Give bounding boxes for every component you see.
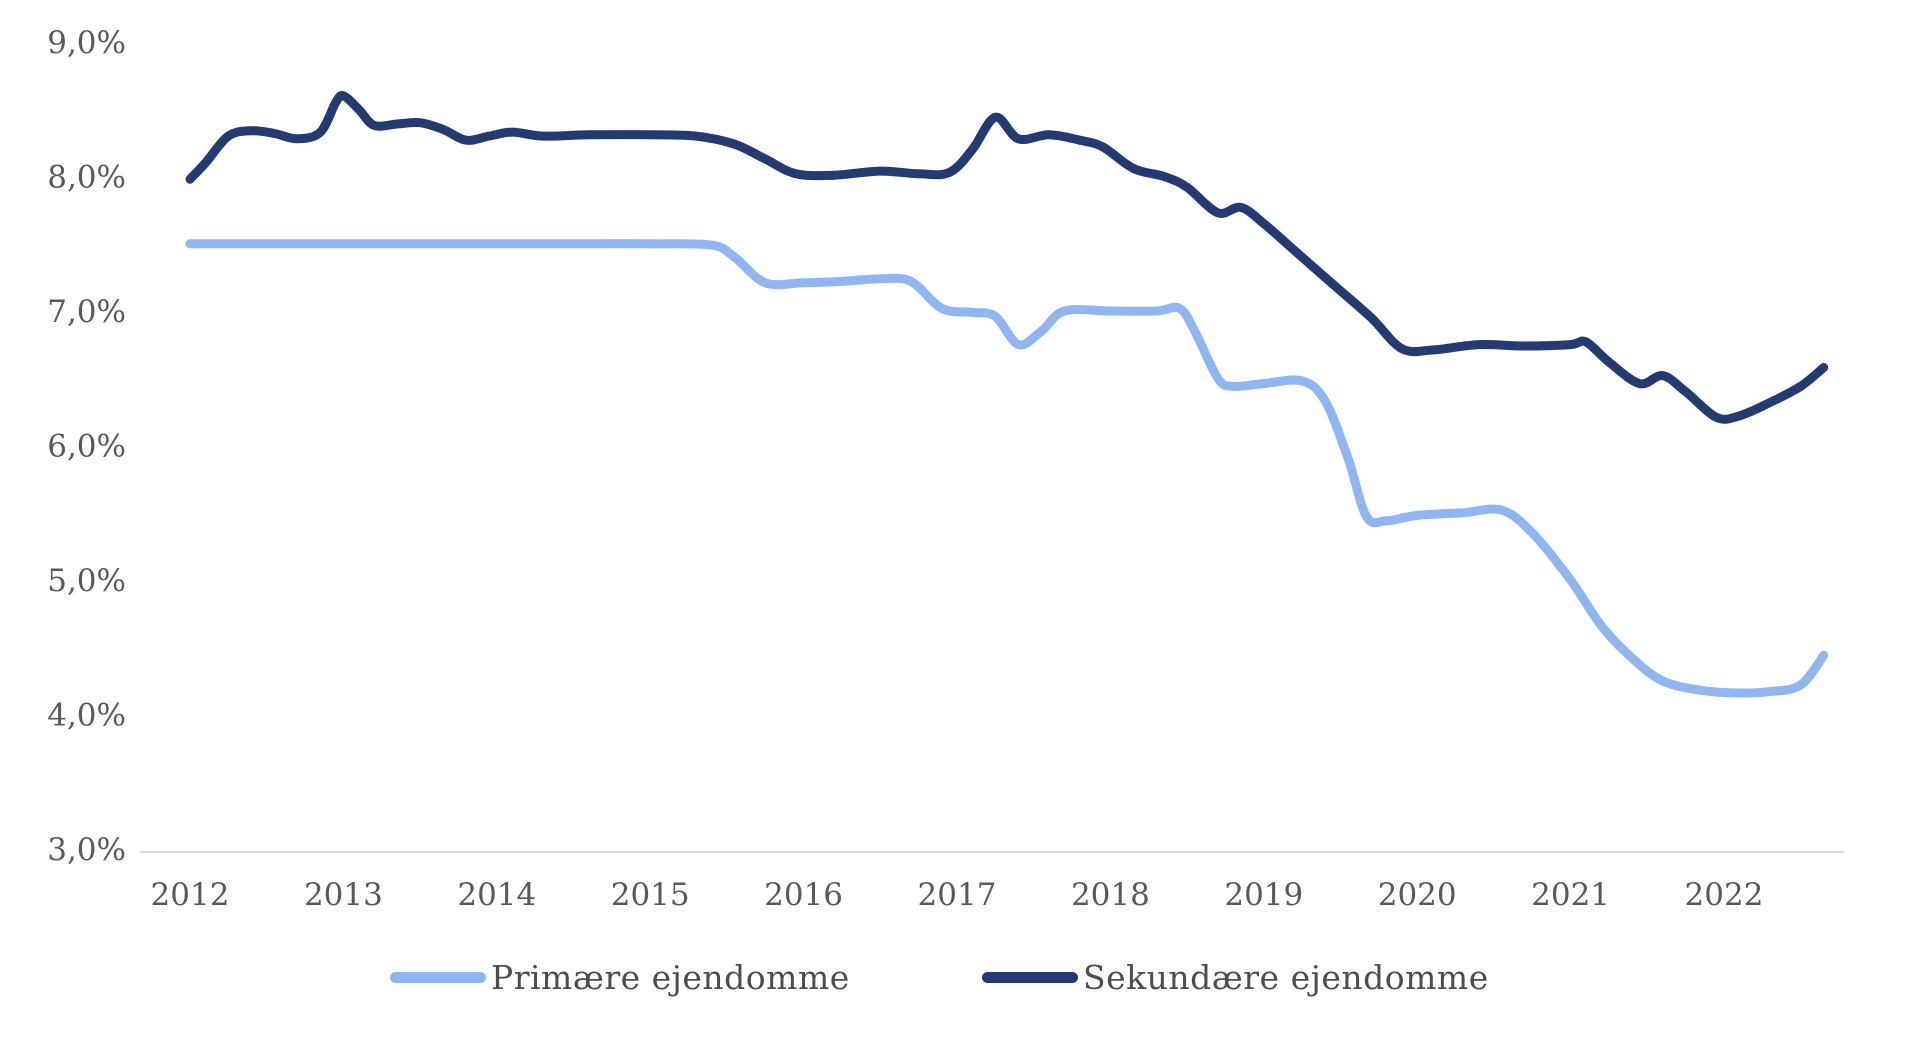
series-line-primary	[185, 239, 1829, 698]
legend: Primære ejendomme Sekundære ejendomme	[0, 952, 1920, 1002]
x-tick-label: 2022	[1685, 877, 1764, 913]
legend-swatch-secondary-line	[982, 971, 1078, 983]
y-tick-label: 8,0%	[47, 160, 126, 196]
x-tick-label: 2013	[304, 877, 383, 913]
y-tick-label: 5,0%	[47, 563, 126, 599]
y-tick-label: 6,0%	[47, 429, 126, 465]
x-tick-label: 2015	[611, 877, 690, 913]
y-tick-label: 3,0%	[47, 832, 126, 868]
x-tick-label: 2020	[1378, 877, 1457, 913]
y-tick-label: 4,0%	[47, 698, 126, 734]
series-line-secondary	[185, 91, 1829, 424]
y-tick-label: 9,0%	[47, 25, 126, 61]
x-tick-label: 2018	[1071, 877, 1150, 913]
x-tick-label: 2012	[151, 877, 230, 913]
x-tick-label: 2016	[764, 877, 843, 913]
x-tick-label: 2014	[457, 877, 536, 913]
x-tick-label: 2017	[918, 877, 997, 913]
legend-item-primary[interactable]: Primære ejendomme	[390, 952, 850, 1002]
x-tick-label: 2021	[1531, 877, 1610, 913]
y-tick-label: 7,0%	[47, 294, 126, 330]
legend-item-secondary[interactable]: Sekundære ejendomme	[982, 952, 1489, 1002]
x-tick-label: 2019	[1224, 877, 1303, 913]
legend-label-primary: Primære ejendomme	[491, 957, 850, 997]
legend-swatch-primary-line	[390, 971, 486, 983]
legend-label-secondary: Sekundære ejendomme	[1083, 957, 1489, 997]
